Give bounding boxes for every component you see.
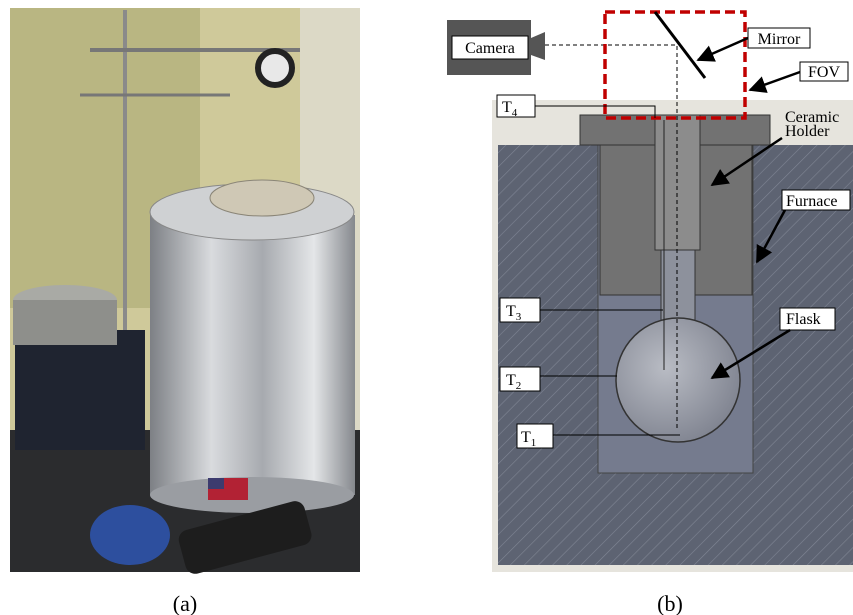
furnace-body <box>150 215 355 495</box>
arrow <box>698 38 748 60</box>
furnace-base <box>150 477 354 513</box>
figure: (a) Camera Mirror FOV T4 Ceramic Holder <box>0 0 853 615</box>
ceramic-lid <box>210 180 314 216</box>
index: 1 <box>531 437 537 449</box>
flask-bulb <box>616 318 740 442</box>
symbol: T <box>502 99 512 116</box>
index: 3 <box>516 311 522 323</box>
mirror-mount <box>258 51 292 85</box>
fov-label: FOV <box>808 64 840 81</box>
flask-label: Flask <box>786 311 821 328</box>
camera-label: Camera <box>465 40 515 57</box>
caption: (b) <box>657 591 683 615</box>
arrow <box>750 72 800 90</box>
schematic-panel: Camera Mirror FOV T4 Ceramic Holder Furn… <box>447 12 853 572</box>
cooler-box <box>15 330 145 450</box>
photo-panel <box>10 8 360 576</box>
caption: (a) <box>173 591 197 615</box>
mirror-label: Mirror <box>758 31 801 48</box>
camera-lens <box>531 32 545 60</box>
heat-gun <box>90 505 170 565</box>
symbol: T <box>506 303 516 320</box>
furnace-label: Furnace <box>786 193 838 210</box>
holder-label: Holder <box>785 123 830 140</box>
flag-canton <box>208 478 224 489</box>
index: 2 <box>516 380 522 392</box>
flask-neck <box>661 250 695 325</box>
mirror <box>655 12 705 78</box>
index: 4 <box>512 107 518 119</box>
symbol: T <box>521 429 531 446</box>
plate-side <box>13 300 117 345</box>
symbol: T <box>506 372 516 389</box>
